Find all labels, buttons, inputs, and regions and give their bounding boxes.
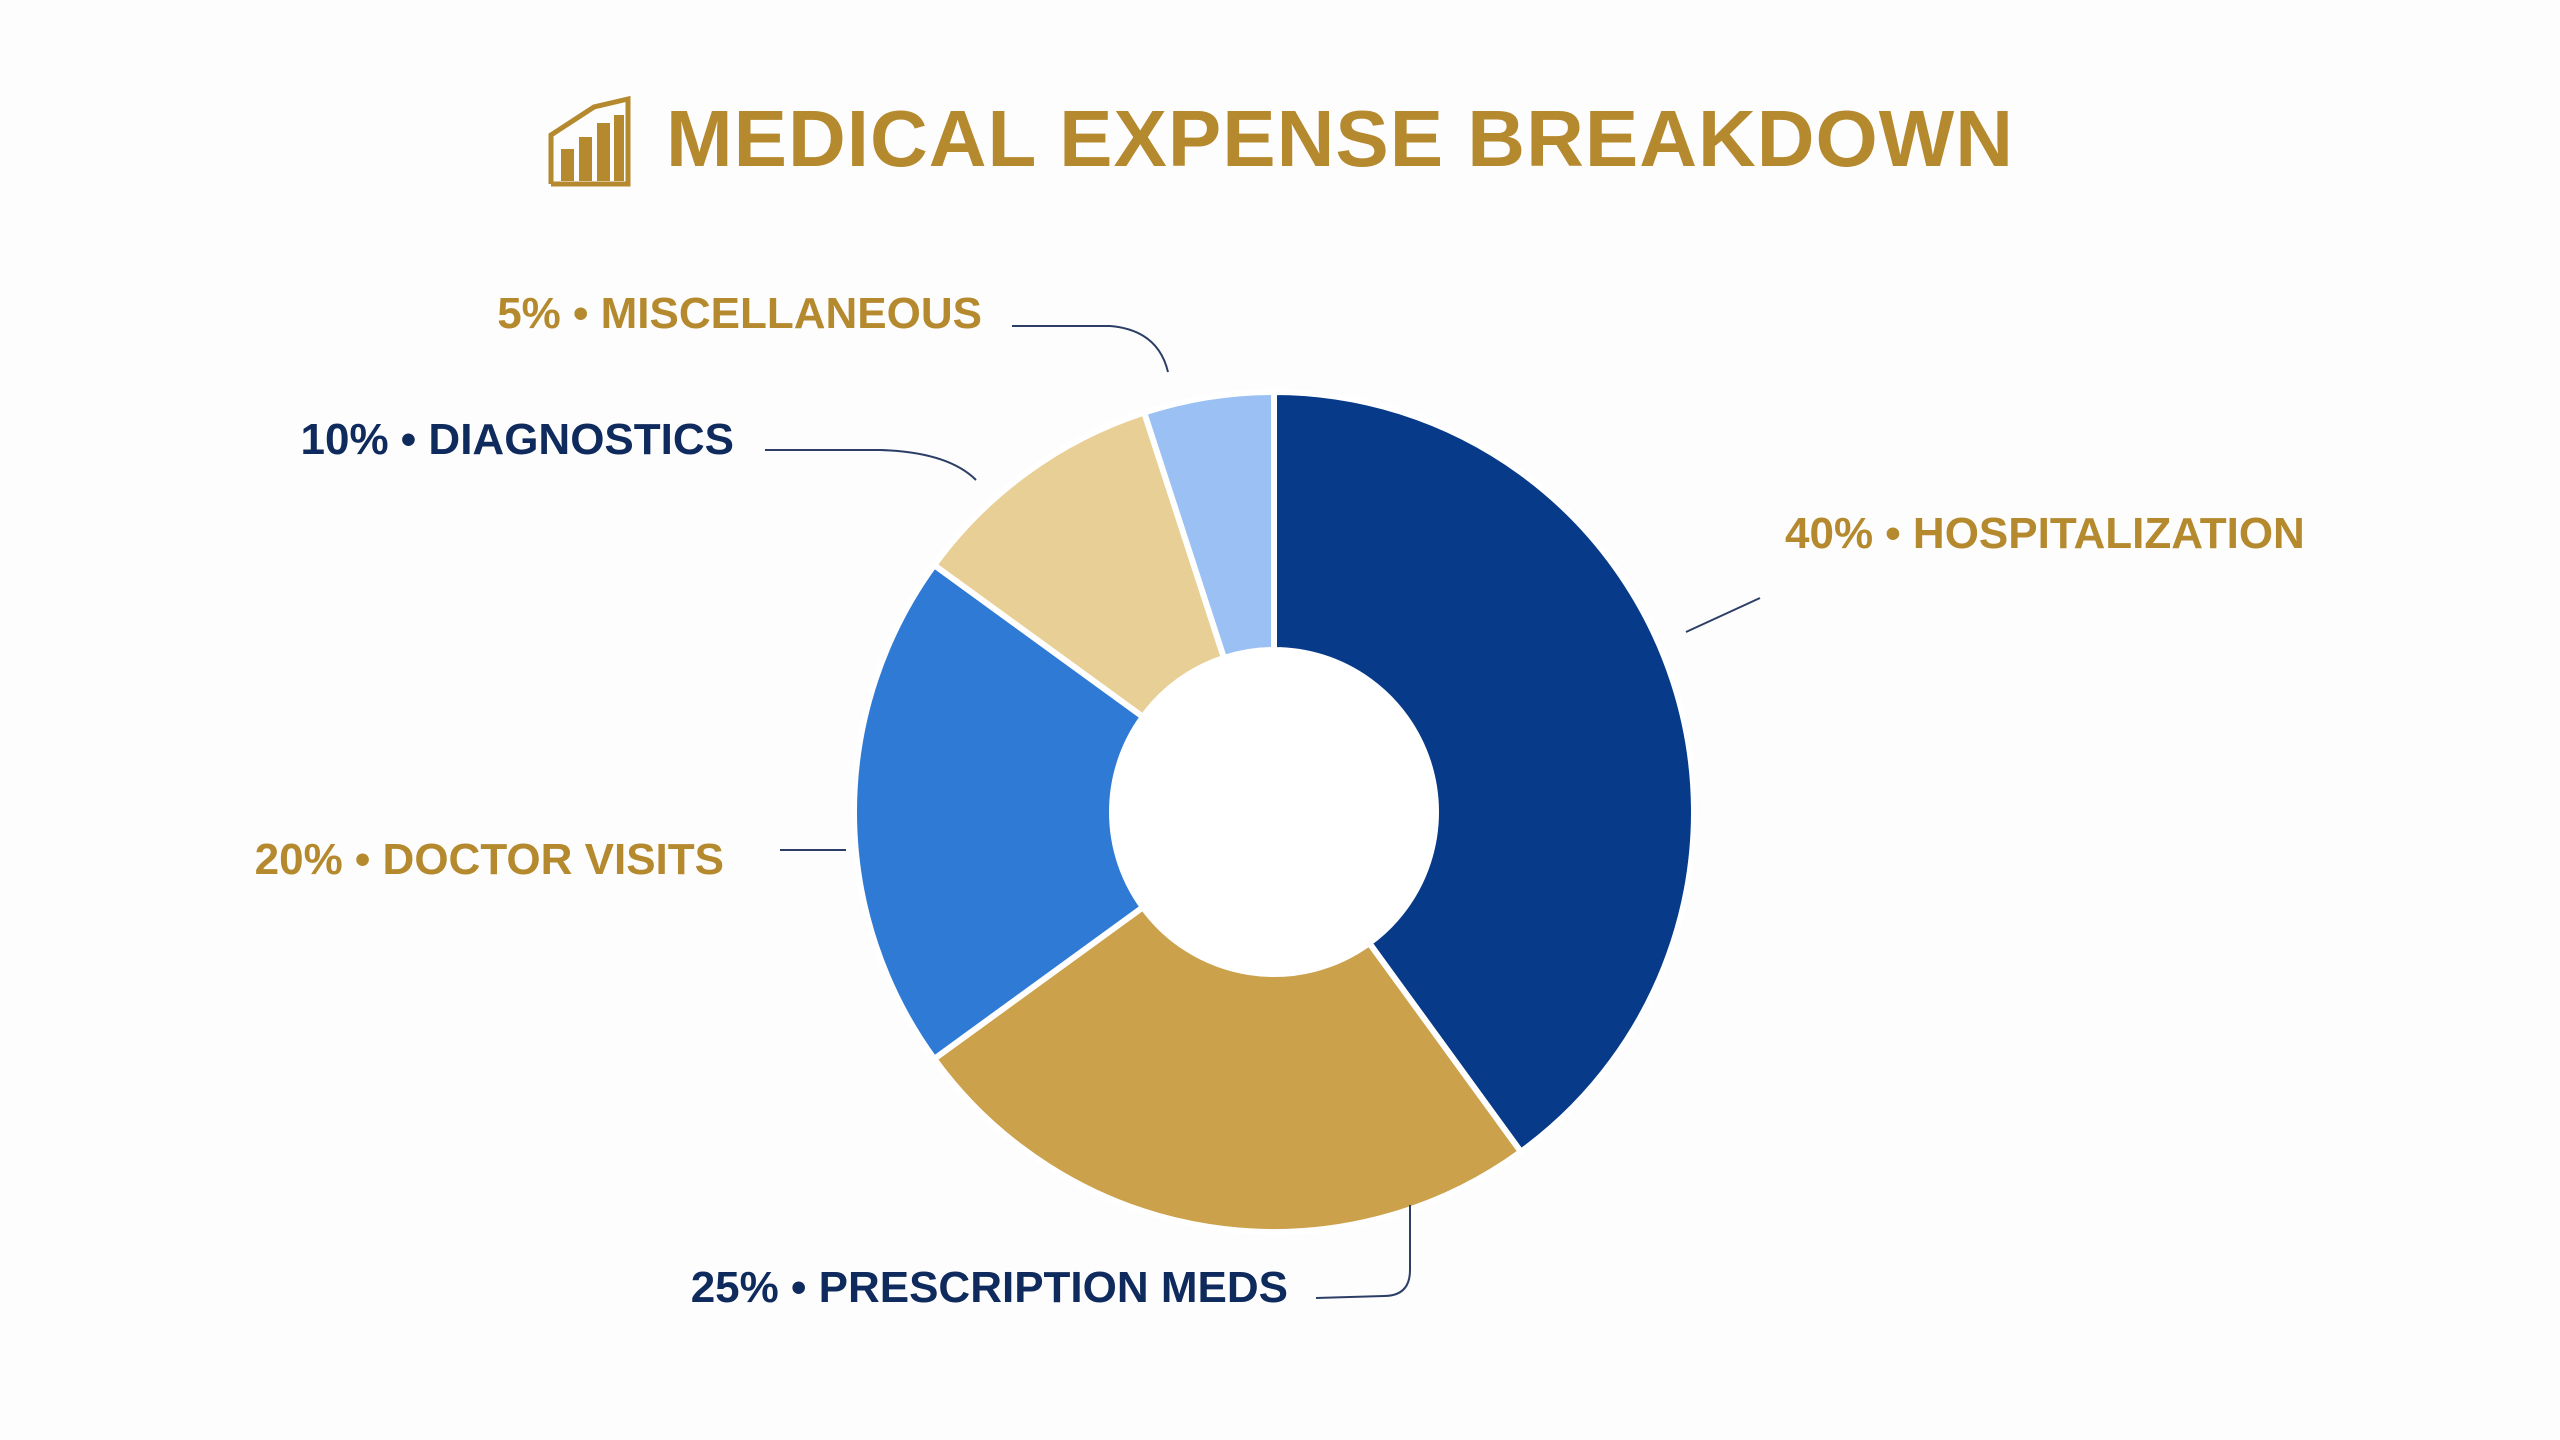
slice-label: 25% • PRESCRIPTION MEDS: [691, 1263, 1288, 1312]
donut-hole: [1114, 652, 1434, 972]
connector-line: [765, 449, 977, 481]
slice-miscellaneous: [1141, 389, 1277, 661]
slice-label: 20% • DOCTOR VISITS: [255, 835, 724, 884]
chart-header: MEDICAL EXPENSE BREAKDOWN: [0, 84, 2560, 194]
slice-label: 5% • MISCELLANEOUS: [497, 289, 982, 338]
connector-line: [1685, 597, 1761, 633]
connector-line: [1315, 1205, 1411, 1299]
slice-label: 10% • DIAGNOSTICS: [301, 415, 735, 464]
slice-doctor-visits: [851, 562, 1146, 1062]
slice-label: 40% • HOSPITALIZATION: [1785, 509, 2305, 558]
slice-prescription-meds: [931, 904, 1524, 1235]
bar-chart-icon: [548, 95, 631, 187]
chart-title: MEDICAL EXPENSE BREAKDOWN: [665, 94, 2015, 183]
connector-line: [1012, 325, 1169, 373]
slice-hospitalization: [1271, 389, 1697, 1155]
slice-diagnostics: [931, 409, 1227, 720]
